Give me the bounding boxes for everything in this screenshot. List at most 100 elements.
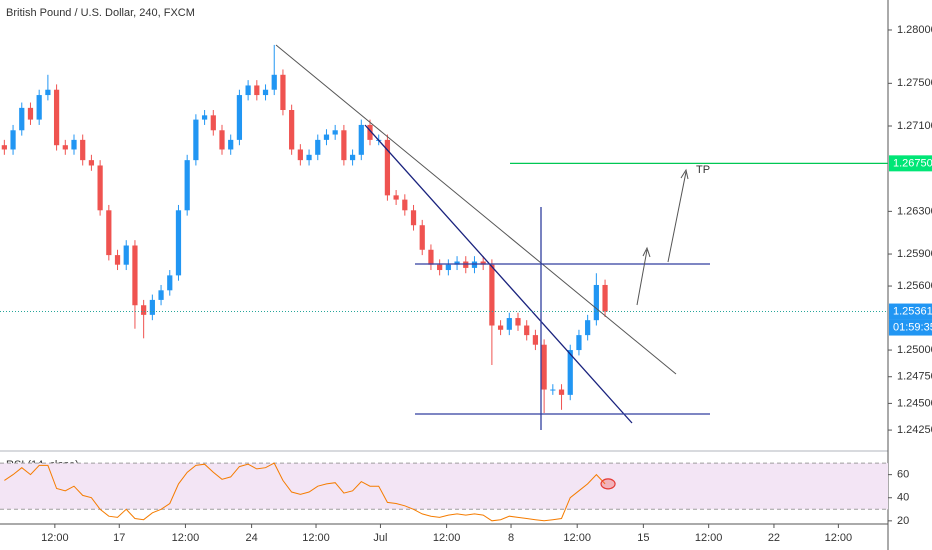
tp-box (889, 155, 932, 172)
candle-body (524, 325, 530, 336)
rsi-highlight (600, 478, 616, 490)
candle-body (384, 139, 391, 196)
candle-body (193, 119, 199, 161)
x-tick-label: 12:00 (433, 532, 461, 544)
rsi-band (0, 463, 888, 510)
candle-body (123, 245, 129, 265)
candle-body (315, 139, 321, 155)
candle-body (114, 255, 121, 265)
rsi-y-tick-label: 60 (897, 469, 909, 481)
candle-body (141, 305, 147, 315)
y-tick-label: 1.24250 (897, 424, 932, 436)
candle-body (289, 109, 295, 150)
arrow (667, 168, 689, 263)
rsi-line (4, 462, 606, 522)
candle-body (219, 130, 225, 150)
candle-body (27, 107, 34, 120)
candle-body (497, 325, 504, 330)
candle-body (558, 389, 565, 395)
y-tick-label: 1.24500 (897, 397, 932, 409)
chart-title: British Pound / U.S. Dollar, 240, FXCM (6, 7, 195, 19)
candle-body (167, 275, 173, 291)
candle-body (489, 264, 495, 326)
candle-body (262, 89, 269, 96)
candle-body (36, 95, 42, 120)
candle-body (1, 145, 7, 150)
candle-body (88, 160, 95, 166)
candle-body (393, 195, 399, 200)
candle-body (437, 264, 443, 271)
y-tick-label: 1.27500 (897, 77, 932, 89)
candle-body (280, 74, 286, 110)
y-tick-label: 1.25600 (897, 280, 932, 292)
x-tick-label: 12:00 (563, 532, 591, 544)
candle-body (454, 261, 460, 265)
candle-body (323, 134, 330, 140)
candle-body (367, 124, 373, 140)
candle-body (332, 130, 338, 135)
candle-body (471, 261, 478, 268)
candle-body (593, 284, 599, 321)
last-price-box (889, 303, 932, 320)
candle-body (106, 210, 112, 256)
candle-body (62, 145, 68, 150)
candle-body (541, 344, 547, 390)
countdown-box (889, 319, 932, 336)
tp-label: 1.26750 (893, 157, 932, 169)
candle-body (175, 210, 182, 276)
candle-body (201, 115, 208, 120)
candle-body (158, 290, 164, 300)
candle-body (576, 335, 582, 351)
x-tick-label: 8 (508, 532, 514, 544)
candle-body (228, 139, 234, 150)
candle-body (210, 115, 216, 131)
x-tick-label: 12:00 (41, 532, 69, 544)
countdown-label: 01:59:35 (893, 321, 932, 333)
candle-body (80, 139, 86, 161)
candle-body (402, 199, 408, 211)
trend-line (275, 44, 677, 375)
x-tick-label: 12:00 (302, 532, 330, 544)
trend-line (364, 124, 633, 424)
y-tick-label: 1.27100 (897, 120, 932, 132)
x-tick-label: 12:00 (172, 532, 200, 544)
candle-body (271, 74, 277, 90)
candle-body (45, 89, 51, 96)
candle-body (184, 160, 190, 211)
candle-body (480, 261, 486, 265)
x-tick-label: Jul (373, 532, 387, 544)
rsi-y-tick-label: 40 (897, 492, 909, 504)
y-tick-label: 1.28000 (897, 24, 932, 36)
arrow (636, 246, 651, 306)
candle-body (297, 149, 303, 161)
candle-body (419, 225, 425, 250)
rsi-y-tick-label: 20 (897, 515, 909, 527)
candle-body (602, 284, 608, 312)
x-tick-label: 15 (637, 532, 649, 544)
candle-body (506, 318, 512, 330)
x-tick-label: 17 (113, 532, 125, 544)
tp-text: TP (696, 164, 710, 176)
candle-body (585, 320, 591, 336)
candle-body (515, 318, 521, 326)
candle-body (567, 350, 573, 395)
candle-body (410, 210, 417, 226)
candle-body (428, 249, 434, 265)
y-tick-label: 1.24750 (897, 371, 932, 383)
candle-body (349, 154, 356, 161)
y-tick-label: 1.25000 (897, 344, 932, 356)
candle-body (19, 107, 25, 131)
candle-body (341, 130, 347, 161)
candle-body (463, 261, 469, 268)
candle-body (532, 335, 539, 345)
candle-body (149, 299, 155, 315)
x-tick-label: 12:00 (695, 532, 723, 544)
candle-body (245, 85, 251, 96)
x-tick-label: 24 (245, 532, 257, 544)
candle-body (306, 154, 312, 161)
candle-body (97, 165, 103, 211)
candle-body (254, 85, 260, 96)
candle-body (358, 124, 364, 155)
